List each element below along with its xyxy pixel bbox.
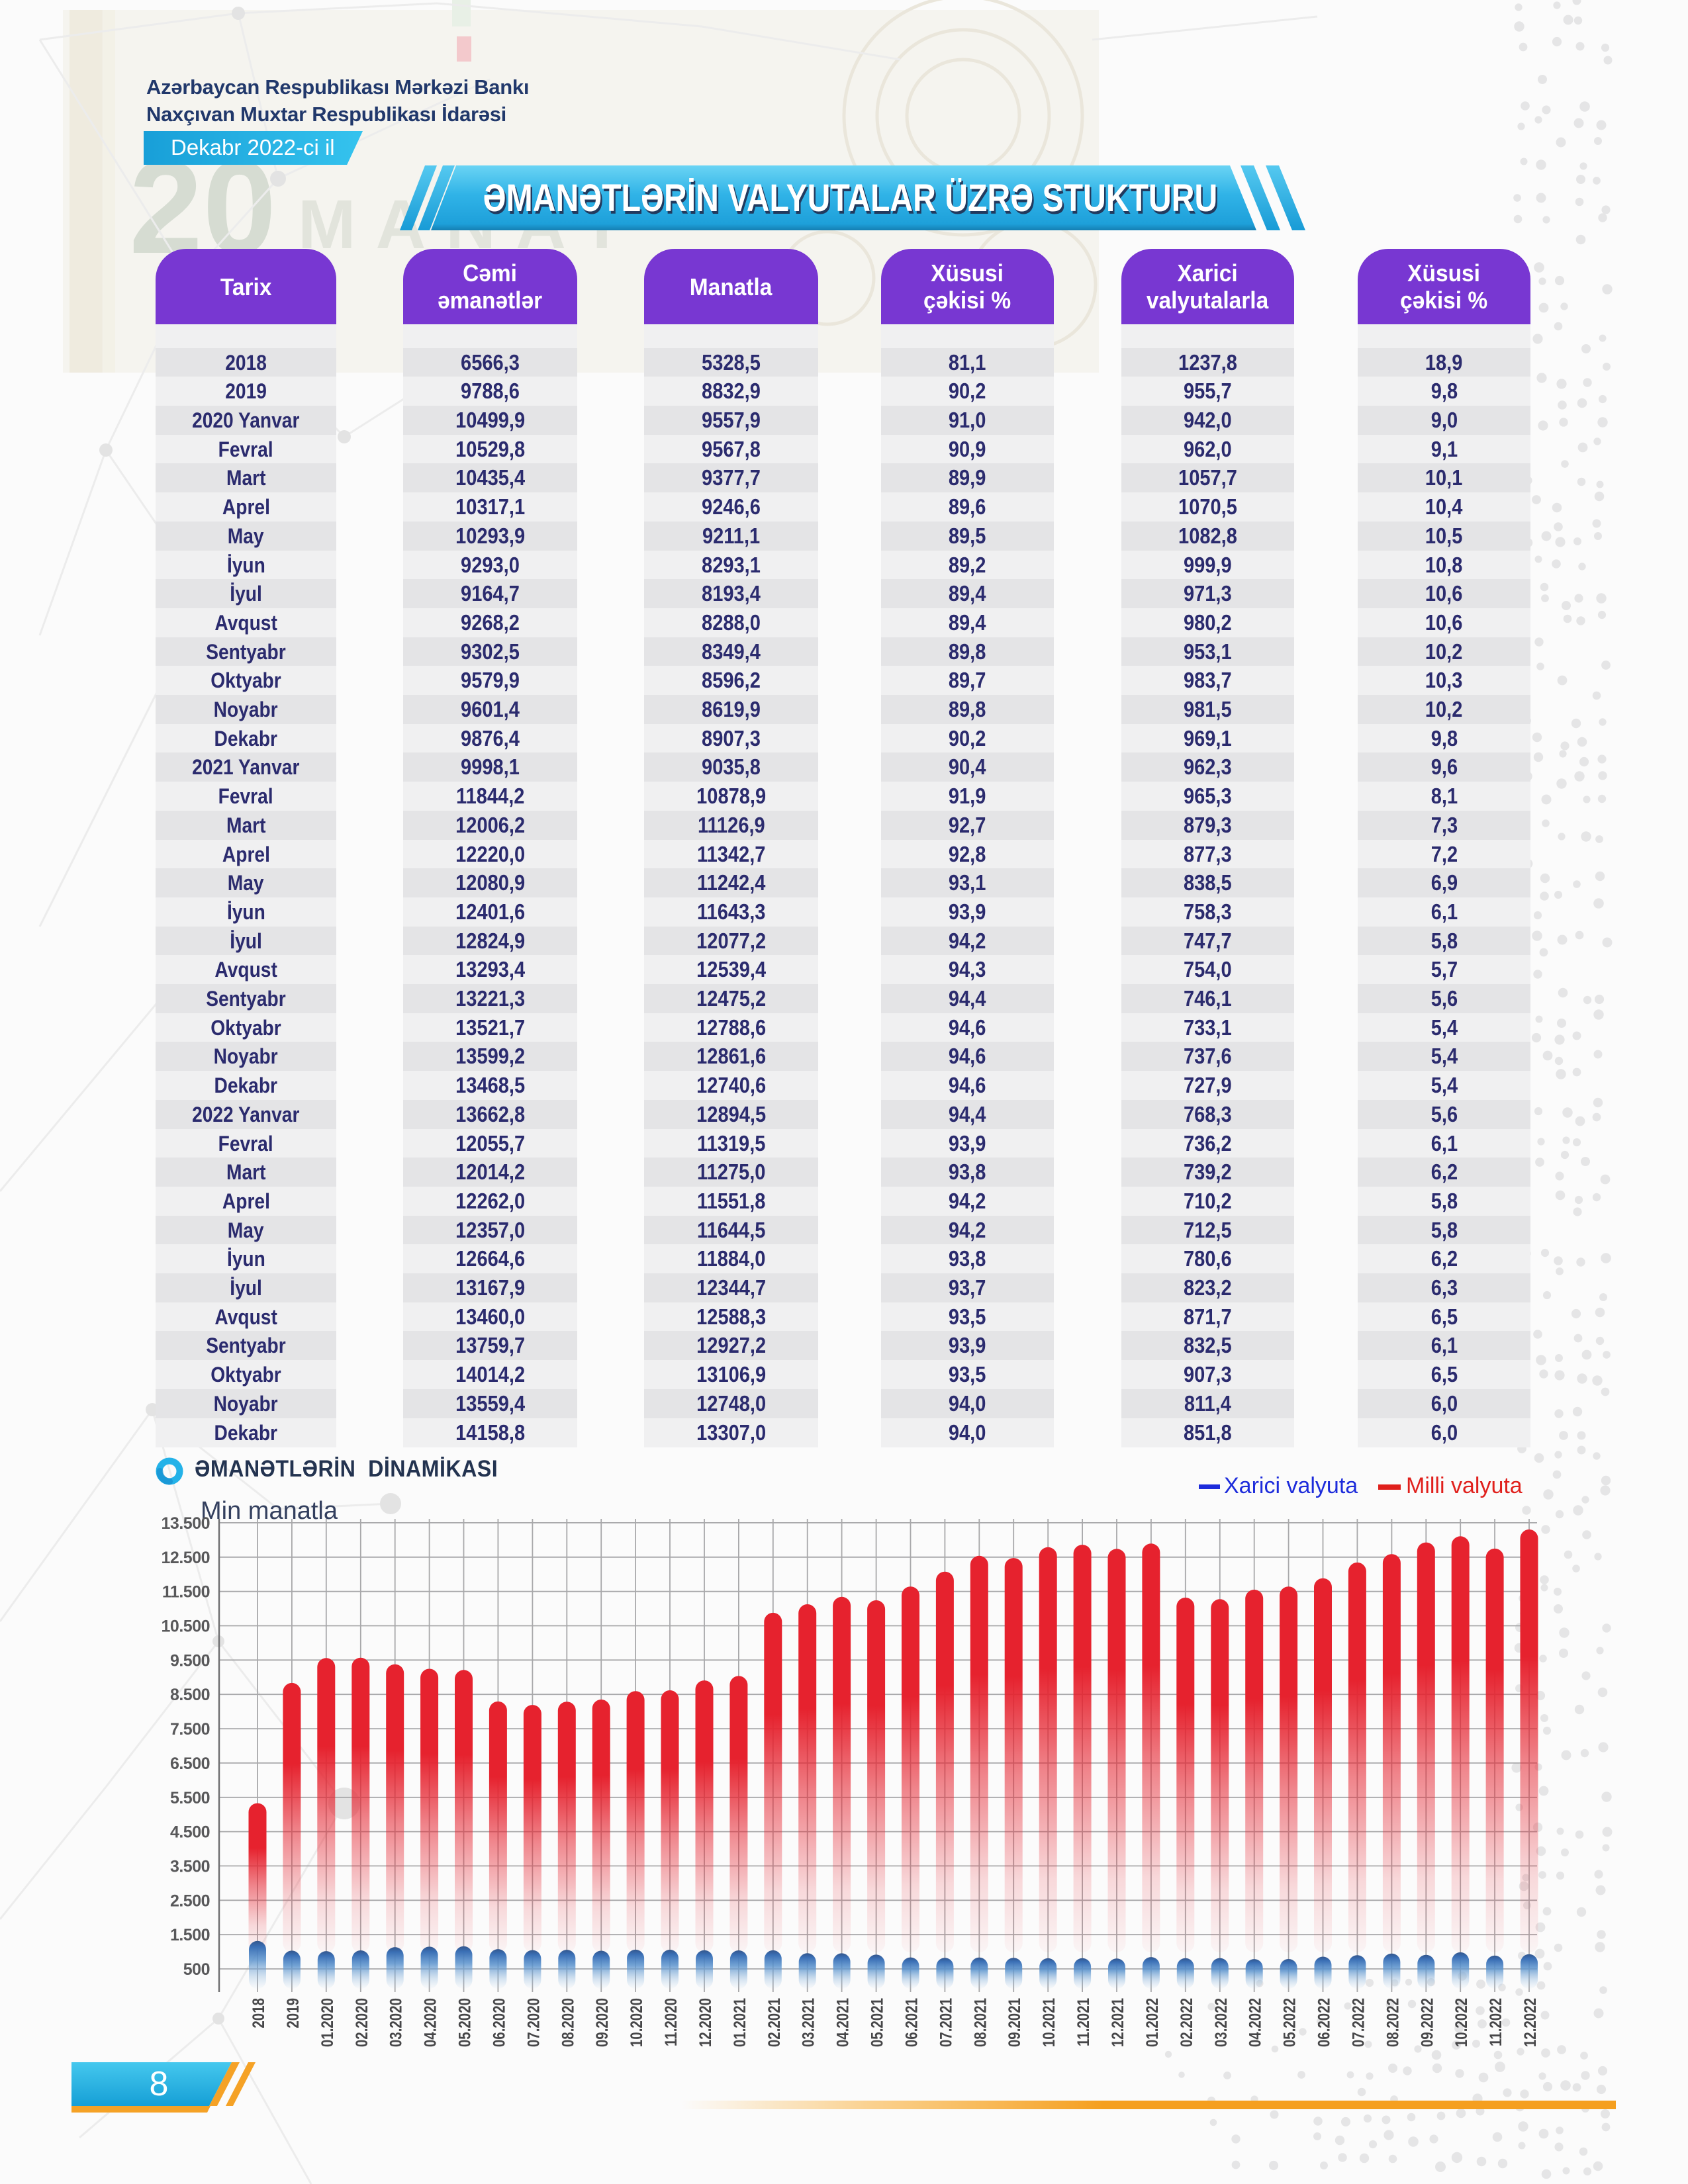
svg-text:02.2022: 02.2022 (1177, 1998, 1196, 2047)
svg-text:10.2022: 10.2022 (1452, 1998, 1470, 2047)
svg-text:03.2022: 03.2022 (1211, 1998, 1230, 2047)
svg-text:1.500: 1.500 (170, 1926, 210, 1944)
svg-text:7.500: 7.500 (170, 1720, 210, 1739)
svg-text:02.2021: 02.2021 (765, 1998, 783, 2047)
svg-text:3.500: 3.500 (170, 1857, 210, 1876)
svg-text:12.500: 12.500 (162, 1549, 210, 1567)
svg-text:10.2021: 10.2021 (1039, 1998, 1058, 2047)
svg-text:4.500: 4.500 (170, 1823, 210, 1842)
svg-text:5.500: 5.500 (170, 1789, 210, 1807)
svg-text:8.500: 8.500 (170, 1686, 210, 1704)
svg-text:8: 8 (150, 2065, 169, 2103)
svg-text:10.500: 10.500 (162, 1617, 210, 1636)
svg-text:07.2020: 07.2020 (524, 1998, 542, 2047)
svg-text:09.2022: 09.2022 (1417, 1998, 1436, 2047)
svg-text:12.2021: 12.2021 (1108, 1998, 1127, 2047)
svg-text:11.2022: 11.2022 (1486, 1998, 1505, 2046)
svg-text:08.2020: 08.2020 (558, 1998, 577, 2047)
svg-text:12.2020: 12.2020 (696, 1998, 714, 2047)
svg-text:05.2022: 05.2022 (1280, 1998, 1299, 2047)
svg-text:01.2022: 01.2022 (1143, 1998, 1161, 2047)
svg-text:500: 500 (183, 1960, 210, 1979)
svg-text:2018: 2018 (249, 1998, 267, 2028)
svg-text:13.500: 13.500 (162, 1516, 210, 1533)
svg-text:9.500: 9.500 (170, 1651, 210, 1670)
svg-text:01.2021: 01.2021 (730, 1998, 749, 2047)
svg-text:11.500: 11.500 (162, 1583, 210, 1602)
svg-text:05.2021: 05.2021 (868, 1998, 886, 2047)
svg-text:05.2020: 05.2020 (455, 1998, 474, 2047)
svg-text:02.2020: 02.2020 (352, 1998, 371, 2047)
svg-text:11.2020: 11.2020 (661, 1998, 680, 2046)
svg-text:03.2020: 03.2020 (387, 1998, 405, 2047)
svg-text:12.2022: 12.2022 (1521, 1998, 1539, 2047)
svg-text:6.500: 6.500 (170, 1754, 210, 1773)
svg-text:10.2020: 10.2020 (627, 1998, 645, 2047)
svg-text:06.2021: 06.2021 (902, 1998, 921, 2047)
svg-text:07.2022: 07.2022 (1348, 1998, 1367, 2047)
svg-text:11.2021: 11.2021 (1074, 1998, 1092, 2046)
svg-text:06.2020: 06.2020 (489, 1998, 508, 2047)
svg-text:03.2021: 03.2021 (799, 1998, 818, 2047)
svg-text:07.2021: 07.2021 (936, 1998, 955, 2047)
svg-text:09.2021: 09.2021 (1005, 1998, 1023, 2047)
svg-text:04.2022: 04.2022 (1246, 1998, 1264, 2047)
svg-text:08.2022: 08.2022 (1383, 1998, 1401, 2047)
svg-text:01.2020: 01.2020 (318, 1998, 336, 2047)
svg-text:04.2021: 04.2021 (833, 1998, 852, 2047)
svg-text:04.2020: 04.2020 (421, 1998, 440, 2047)
svg-text:06.2022: 06.2022 (1315, 1998, 1333, 2047)
svg-text:2.500: 2.500 (170, 1891, 210, 1910)
svg-text:2019: 2019 (283, 1998, 302, 2028)
svg-text:08.2021: 08.2021 (970, 1998, 989, 2047)
svg-text:09.2020: 09.2020 (592, 1998, 611, 2047)
